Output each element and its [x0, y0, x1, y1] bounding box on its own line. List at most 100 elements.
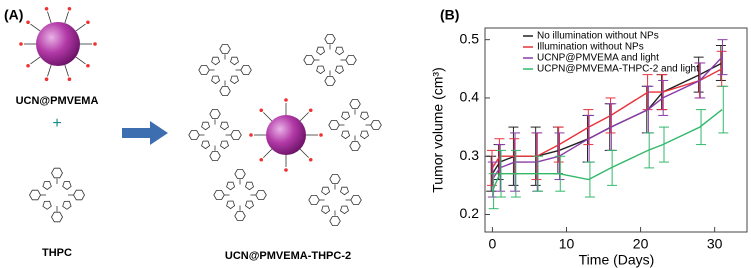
carboxyl-oxygen [284, 168, 288, 172]
ligand-bond [75, 56, 86, 65]
ligand-bond [299, 112, 309, 122]
legend-label: No illumination without NPs [537, 31, 659, 42]
panel-label: (A) [4, 7, 23, 23]
pyrrole-ring [335, 46, 344, 56]
ligand-bond [47, 64, 52, 77]
ligand-bond [299, 148, 309, 158]
carboxyl-oxygen [86, 20, 90, 25]
ligand-bond [30, 23, 41, 32]
carboxyl-oxygen [259, 108, 264, 113]
carboxyl-oxygen [26, 63, 30, 68]
panel-label: (B) [440, 7, 459, 23]
phenyl-ring [51, 167, 63, 179]
phenyl-ring [308, 195, 320, 205]
phenyl-ring [188, 130, 200, 140]
ligand-bond [263, 112, 273, 122]
phenyl-ring [51, 211, 63, 223]
ligand-bond [30, 56, 41, 65]
pyrrole-ring [42, 181, 52, 190]
phenyl-ring [219, 44, 231, 54]
series-line [491, 68, 723, 169]
pyrrole-ring [42, 200, 52, 210]
pyrrole-ring [62, 181, 72, 190]
phenyl-ring [240, 65, 252, 75]
phenyl-ring [303, 55, 315, 65]
carboxyl-oxygen [44, 7, 49, 11]
phenyl-ring [198, 65, 210, 75]
ligand-bond [47, 11, 52, 24]
x-tick-label: 30 [707, 236, 723, 252]
pyrrole-ring [316, 46, 326, 56]
pyrrole-ring [316, 65, 326, 75]
product-label: UCN@PMVEMA-THPC-2 [225, 250, 351, 262]
nanoparticle [266, 115, 306, 155]
x-tick-label: 10 [559, 236, 575, 252]
nanoparticle [36, 22, 80, 66]
pyrrole-ring [220, 140, 229, 150]
carboxyl-oxygen [308, 108, 313, 113]
carboxyl-oxygen [319, 133, 323, 137]
ligand-bond [64, 11, 69, 24]
plus-sign: + [52, 115, 61, 132]
legend-label: UCNP@PMVEMA and light [537, 53, 659, 64]
pyrrole-ring [230, 56, 239, 66]
phenyl-ring [209, 151, 221, 161]
series-line [491, 62, 723, 175]
phenyl-ring [328, 120, 340, 130]
pyrrole-ring [226, 200, 236, 210]
plot-frame [484, 27, 748, 233]
pyrrole-ring [341, 130, 351, 140]
particle-label: UCN@PMVEMA [16, 95, 99, 107]
carboxyl-oxygen [67, 7, 72, 11]
y-axis-title: Tumor volume (cm³) [430, 67, 446, 193]
phenyl-ring [73, 189, 85, 201]
phenyl-ring [324, 76, 336, 86]
pyrrole-ring [321, 186, 331, 196]
phenyl-ring [255, 190, 267, 200]
y-tick-label: 0.2 [460, 205, 480, 221]
panel-a: (A) UCN@PMVEMA + THPC UCN@PMVEMA-THPC-2 [4, 7, 382, 262]
y-tick-label: 0.5 [460, 30, 480, 46]
ligand-bond [263, 148, 273, 158]
ligand-bond [64, 64, 69, 77]
legend-label: Illumination without NPs [537, 42, 644, 53]
carboxyl-oxygen [86, 63, 90, 68]
series-line [491, 56, 723, 180]
pyrrole-ring [360, 111, 369, 121]
pyrrole-ring [211, 56, 221, 66]
phenyl-ring [324, 34, 336, 44]
pyrrole-ring [335, 65, 344, 75]
phenyl-ring [329, 174, 341, 184]
carboxyl-oxygen [249, 133, 253, 137]
carboxyl-oxygen [19, 42, 23, 46]
pyrrole-ring [340, 205, 349, 215]
phenyl-ring [219, 86, 231, 96]
pyrrole-ring [341, 111, 351, 121]
phenyl-ring [329, 216, 341, 226]
x-axis-title: Time (Days) [579, 252, 655, 268]
phenyl-ring [230, 130, 242, 140]
pyrrole-ring [321, 205, 331, 215]
pyrrole-ring [360, 130, 369, 140]
x-tick-label: 0 [489, 236, 497, 252]
phenyl-ring [29, 189, 41, 201]
carboxyl-oxygen [259, 157, 264, 162]
phenyl-ring [345, 55, 357, 65]
carboxyl-oxygen [67, 77, 72, 81]
y-tick-label: 0.3 [460, 147, 480, 163]
pyrrole-ring [226, 181, 236, 191]
legend-label: UCPN@PMVEMA-THPC-2 and light [537, 64, 699, 75]
carboxyl-oxygen [284, 98, 288, 102]
carboxyl-oxygen [26, 20, 30, 25]
panel-b: (B) 0.2 0.3 0.4 0.5 0 10 20 30 Time (Days) Tumor v… [430, 7, 748, 268]
reaction-arrow [122, 121, 168, 145]
ligand-bond [75, 23, 86, 32]
pyrrole-ring [201, 121, 211, 131]
y-tick-label: 0.4 [460, 89, 480, 105]
pyrrole-ring [201, 140, 211, 150]
carboxyl-oxygen [93, 42, 97, 46]
carboxyl-oxygen [44, 77, 49, 81]
phenyl-ring [213, 190, 225, 200]
carboxyl-oxygen [308, 157, 313, 162]
